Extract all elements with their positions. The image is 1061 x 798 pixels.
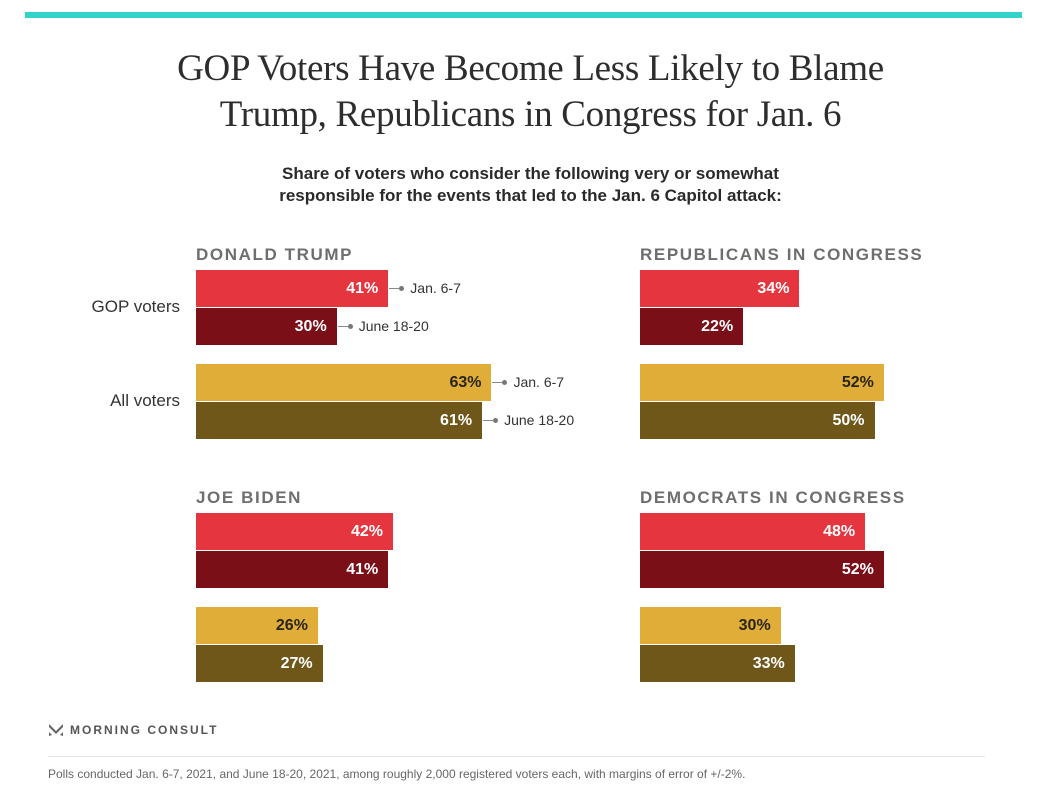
bar-donald-trump-all-june: 61% [196, 402, 483, 439]
leader-line [389, 287, 400, 289]
bar-democrats-in-congress-gop-jan: 48% [640, 513, 866, 550]
brand-logo: MORNING CONSULT [48, 723, 218, 737]
leader-dot-icon [399, 285, 405, 291]
series-annotation: June 18-20 [337, 316, 429, 336]
bar-joe-biden-all-june: 27% [196, 645, 323, 682]
panel-title-republicans-in-congress: REPUBLICANS IN CONGRESS [640, 245, 924, 264]
leader-line [337, 325, 348, 327]
bar-value-label: 61% [440, 412, 473, 429]
bar-joe-biden-all-jan: 26% [196, 607, 318, 644]
bar-value-label: 34% [757, 280, 790, 297]
footnote: Polls conducted Jan. 6-7, 2021, and June… [48, 767, 746, 781]
bar-democrats-in-congress-all-june: 33% [640, 645, 795, 682]
bar-donald-trump-all-jan: 63% [196, 364, 492, 401]
annotation-text: Jan. 6-7 [513, 374, 565, 390]
accent-bar [25, 12, 1022, 18]
bar-value-label: 26% [275, 617, 308, 634]
group-label-all: All voters [110, 391, 180, 410]
chart-subtitle: Share of voters who consider the followi… [0, 163, 1061, 207]
bar-value-label: 41% [346, 561, 379, 578]
leader-dot-icon [493, 417, 499, 423]
leader-line [492, 381, 503, 383]
bar-republicans-in-congress-all-jan: 52% [640, 364, 884, 401]
title-line-2: Trump, Republicans in Congress for Jan. … [219, 94, 842, 135]
annotation-text: June 18-20 [358, 318, 429, 334]
series-annotation: Jan. 6-7 [389, 278, 461, 298]
bar-republicans-in-congress-gop-june: 22% [640, 308, 744, 345]
panel-title-joe-biden: JOE BIDEN [196, 488, 303, 507]
brand-name: MORNING CONSULT [70, 723, 219, 737]
bar-value-label: 50% [832, 412, 865, 429]
bar-republicans-in-congress-all-june: 50% [640, 402, 875, 439]
bar-democrats-in-congress-gop-june: 52% [640, 551, 884, 588]
bar-value-label: 27% [280, 655, 313, 672]
series-annotation: June 18-20 [483, 410, 574, 430]
bar-value-label: 22% [701, 318, 734, 335]
subtitle-line-2: responsible for the events that led to t… [279, 186, 782, 205]
annotation-text: June 18-20 [504, 412, 575, 428]
panel-title-democrats-in-congress: DEMOCRATS IN CONGRESS [640, 488, 906, 507]
bar-donald-trump-gop-jan: 41% [196, 270, 389, 307]
leader-dot-icon [502, 379, 508, 385]
morning-consult-logo-icon [49, 724, 63, 736]
leader-dot-icon [347, 323, 353, 329]
bar-value-label: 52% [841, 561, 874, 578]
bar-value-label: 41% [346, 280, 379, 297]
bar-value-label: 52% [841, 374, 874, 391]
bar-value-label: 30% [738, 617, 771, 634]
bar-joe-biden-gop-june: 41% [196, 551, 389, 588]
chart-title: GOP Voters Have Become Less Likely to Bl… [0, 46, 1061, 138]
bar-republicans-in-congress-gop-jan: 34% [640, 270, 800, 307]
subtitle-line-1: Share of voters who consider the followi… [282, 164, 779, 183]
annotation-text: Jan. 6-7 [410, 280, 461, 296]
bar-value-label: 33% [752, 655, 785, 672]
title-line-1: GOP Voters Have Become Less Likely to Bl… [177, 48, 884, 89]
panel-title-donald-trump: DONALD TRUMP [196, 245, 354, 264]
group-label-gop: GOP voters [91, 297, 181, 316]
bar-value-label: 30% [294, 318, 327, 335]
bar-democrats-in-congress-all-jan: 30% [640, 607, 781, 644]
bar-donald-trump-gop-june: 30% [196, 308, 337, 345]
leader-line [483, 419, 494, 421]
bar-value-label: 63% [449, 374, 482, 391]
bar-joe-biden-gop-jan: 42% [196, 513, 393, 550]
bar-value-label: 42% [350, 523, 383, 540]
footer-divider [48, 756, 985, 757]
bar-value-label: 48% [823, 523, 856, 540]
series-annotation: Jan. 6-7 [492, 372, 564, 392]
